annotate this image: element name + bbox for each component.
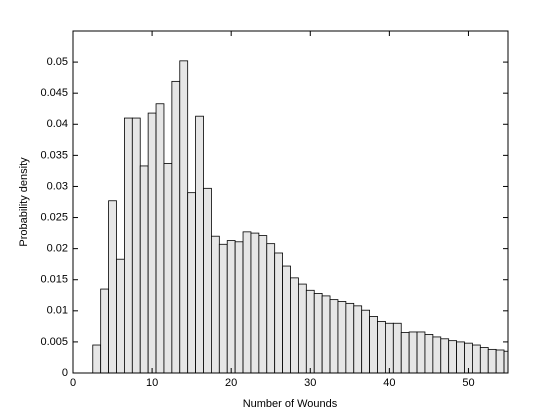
bar [345, 302, 355, 373]
bar [440, 338, 450, 373]
bar [392, 322, 402, 373]
bar [203, 187, 212, 373]
bar [116, 258, 125, 373]
bar [226, 240, 236, 373]
bar [472, 344, 481, 373]
y-tick-label: 0.03 [47, 180, 68, 192]
bar [448, 340, 457, 373]
y-axis-label: Probability density [18, 157, 30, 247]
bar [495, 349, 505, 373]
bar [377, 320, 386, 373]
x-tick-label: 50 [462, 377, 474, 389]
x-tick-label: 20 [225, 377, 237, 389]
bar [290, 277, 299, 373]
y-tick-label: 0.025 [40, 211, 68, 223]
bar [250, 232, 260, 373]
y-tick-label: 0.045 [40, 87, 68, 99]
bar [337, 301, 347, 373]
bar [234, 241, 244, 373]
bar [139, 165, 149, 373]
bar [266, 243, 276, 373]
bar [416, 331, 426, 373]
x-tick-label: 40 [383, 377, 395, 389]
bar [195, 115, 204, 373]
bar [305, 289, 315, 373]
bars [92, 60, 508, 373]
y-tick-label: 0.005 [40, 336, 68, 348]
bar [361, 309, 370, 373]
y-tick-label: 0.04 [47, 118, 68, 130]
y-tick-label: 0.01 [47, 305, 68, 317]
bar [92, 344, 102, 373]
bar [432, 336, 442, 373]
y-tick-label: 0.015 [40, 274, 68, 286]
bar [171, 80, 181, 373]
bar [456, 341, 465, 373]
x-tick-label: 10 [146, 377, 158, 389]
plot-frame [72, 30, 509, 374]
bar [369, 316, 378, 373]
bar [298, 283, 307, 373]
bar [242, 231, 252, 373]
bar [147, 112, 157, 373]
y-tick-label: 0.05 [47, 56, 68, 68]
bar [131, 117, 141, 373]
bar [179, 60, 189, 373]
y-tick-label: 0 [62, 367, 68, 379]
bar [163, 163, 173, 373]
bar [108, 200, 117, 373]
bar [487, 348, 497, 373]
bar [218, 243, 228, 373]
bar [424, 334, 434, 373]
bar [408, 331, 418, 373]
bar [187, 192, 196, 373]
bar [124, 117, 133, 373]
bar [321, 295, 331, 373]
bar [479, 347, 489, 373]
x-tick-label: 30 [304, 377, 316, 389]
bar [258, 235, 268, 373]
bar [400, 332, 410, 373]
x-axis-label: Number of Wounds [243, 398, 338, 410]
bar [353, 305, 363, 373]
bar [329, 299, 339, 373]
bar [282, 265, 291, 373]
y-tick-label: 0.035 [40, 149, 68, 161]
bar [155, 103, 165, 373]
bar [211, 235, 220, 373]
bar [313, 293, 323, 373]
y-tick-label: 0.02 [47, 243, 68, 255]
bar [100, 288, 109, 373]
x-tick-label: 0 [70, 377, 76, 389]
bar [274, 252, 283, 373]
bar [385, 322, 394, 373]
